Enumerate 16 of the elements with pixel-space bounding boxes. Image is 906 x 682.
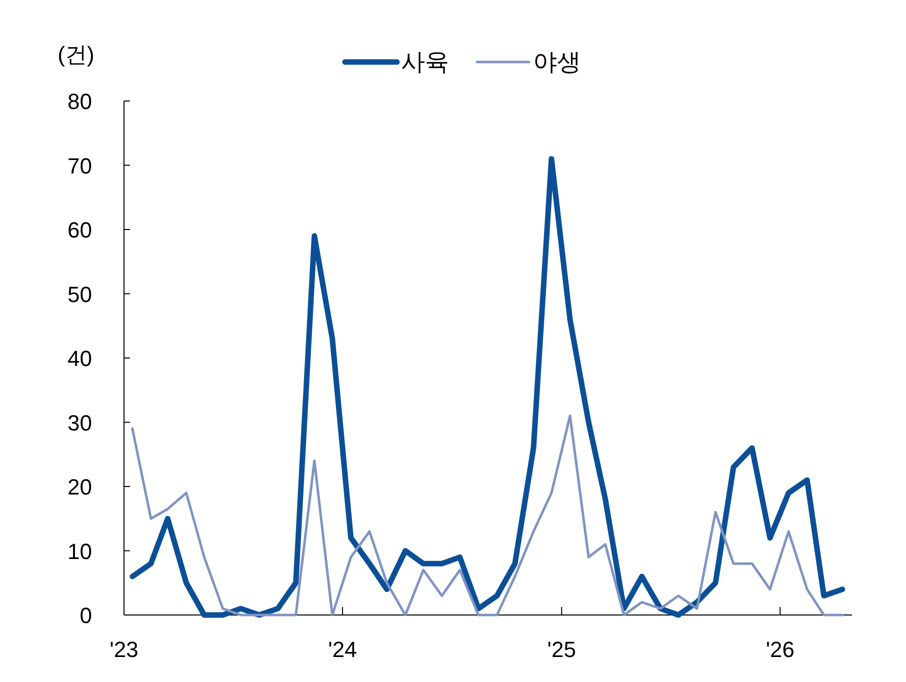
y-tick-label: 40 xyxy=(68,346,92,371)
y-tick-label: 50 xyxy=(68,282,92,307)
y-axis-title: (건) xyxy=(58,42,94,67)
y-tick-label: 20 xyxy=(68,474,92,500)
y-tick-label: 10 xyxy=(68,538,92,564)
y-tick-label: 70 xyxy=(68,153,92,178)
legend-label: 야생 xyxy=(533,49,581,76)
x-tick-label: '24 xyxy=(328,637,357,662)
x-tick-label: '25 xyxy=(547,637,576,662)
y-tick-label: 60 xyxy=(68,218,92,242)
x-tick-label: '23 xyxy=(110,637,138,662)
y-tick-label: 30 xyxy=(68,410,92,436)
x-tick-label: '26 xyxy=(766,637,794,662)
y-tick-label: 0 xyxy=(80,603,92,628)
legend-label: 사육 xyxy=(401,49,449,76)
y-tick-label: 80 xyxy=(68,89,92,114)
